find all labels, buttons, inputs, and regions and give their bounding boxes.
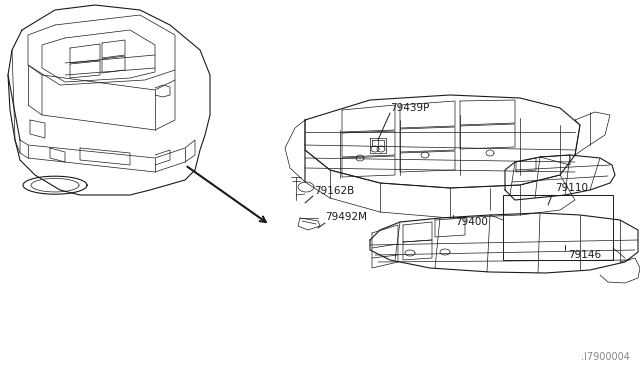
Text: 79439P: 79439P (390, 103, 429, 113)
Bar (503, 195, 613, 260)
Text: 79110: 79110 (555, 183, 588, 193)
Text: 79400: 79400 (455, 217, 488, 227)
Text: 79492M: 79492M (325, 212, 367, 222)
Text: 79146: 79146 (568, 250, 601, 260)
Text: .I7900004: .I7900004 (581, 352, 630, 362)
Text: 79162B: 79162B (314, 186, 355, 196)
